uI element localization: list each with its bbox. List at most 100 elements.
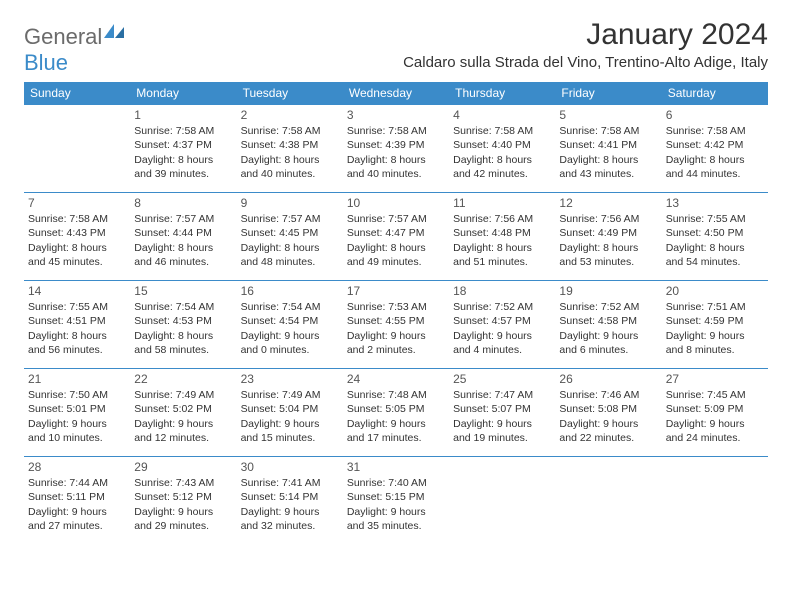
day-info-line: Sunset: 4:43 PM xyxy=(28,226,126,240)
day-info-line: Daylight: 8 hours and 43 minutes. xyxy=(559,153,657,181)
calendar-day-cell: 9Sunrise: 7:57 AMSunset: 4:45 PMDaylight… xyxy=(237,193,343,281)
day-info-line: Daylight: 8 hours and 45 minutes. xyxy=(28,241,126,269)
day-info-line: Sunrise: 7:58 AM xyxy=(241,124,339,138)
calendar-day-cell: 3Sunrise: 7:58 AMSunset: 4:39 PMDaylight… xyxy=(343,105,449,193)
day-info-line: Daylight: 9 hours and 0 minutes. xyxy=(241,329,339,357)
day-info-line: Sunset: 4:51 PM xyxy=(28,314,126,328)
day-info-line: Sunset: 4:44 PM xyxy=(134,226,232,240)
day-info-line: Sunrise: 7:49 AM xyxy=(134,388,232,402)
day-number: 13 xyxy=(666,195,764,211)
day-info-line: Sunset: 4:42 PM xyxy=(666,138,764,152)
day-info-line: Daylight: 8 hours and 51 minutes. xyxy=(453,241,551,269)
day-info-line: Sunset: 4:41 PM xyxy=(559,138,657,152)
day-info-line: Sunrise: 7:58 AM xyxy=(666,124,764,138)
day-info-line: Sunrise: 7:57 AM xyxy=(241,212,339,226)
day-info-line: Daylight: 8 hours and 40 minutes. xyxy=(347,153,445,181)
day-info-line: Sunrise: 7:41 AM xyxy=(241,476,339,490)
day-info-line: Sunset: 4:37 PM xyxy=(134,138,232,152)
day-info-line: Sunset: 4:40 PM xyxy=(453,138,551,152)
day-info-line: Sunset: 5:04 PM xyxy=(241,402,339,416)
month-title: January 2024 xyxy=(403,18,768,52)
calendar-day-cell: 5Sunrise: 7:58 AMSunset: 4:41 PMDaylight… xyxy=(555,105,661,193)
day-header: Saturday xyxy=(662,82,768,105)
calendar-day-cell: 12Sunrise: 7:56 AMSunset: 4:49 PMDayligh… xyxy=(555,193,661,281)
day-info-line: Sunrise: 7:52 AM xyxy=(453,300,551,314)
day-info-line: Daylight: 8 hours and 49 minutes. xyxy=(347,241,445,269)
calendar-page: General Blue January 2024 Caldaro sulla … xyxy=(0,0,792,563)
day-info-line: Sunrise: 7:58 AM xyxy=(134,124,232,138)
day-info-line: Sunrise: 7:43 AM xyxy=(134,476,232,490)
day-header: Friday xyxy=(555,82,661,105)
day-info-line: Daylight: 9 hours and 10 minutes. xyxy=(28,417,126,445)
logo-text: General Blue xyxy=(24,24,126,76)
calendar-day-cell: 11Sunrise: 7:56 AMSunset: 4:48 PMDayligh… xyxy=(449,193,555,281)
day-info-line: Sunrise: 7:44 AM xyxy=(28,476,126,490)
day-info-line: Daylight: 9 hours and 4 minutes. xyxy=(453,329,551,357)
day-number: 12 xyxy=(559,195,657,211)
day-info-line: Sunset: 5:15 PM xyxy=(347,490,445,504)
day-info-line: Sunrise: 7:58 AM xyxy=(559,124,657,138)
calendar-day-cell: 17Sunrise: 7:53 AMSunset: 4:55 PMDayligh… xyxy=(343,281,449,369)
calendar-body: 1Sunrise: 7:58 AMSunset: 4:37 PMDaylight… xyxy=(24,105,768,545)
day-info-line: Daylight: 8 hours and 48 minutes. xyxy=(241,241,339,269)
calendar-day-cell: 23Sunrise: 7:49 AMSunset: 5:04 PMDayligh… xyxy=(237,369,343,457)
day-number: 17 xyxy=(347,283,445,299)
day-info-line: Sunset: 4:54 PM xyxy=(241,314,339,328)
day-info-line: Sunset: 5:05 PM xyxy=(347,402,445,416)
day-info-line: Sunset: 5:11 PM xyxy=(28,490,126,504)
logo-part1: General xyxy=(24,24,102,49)
day-header: Wednesday xyxy=(343,82,449,105)
day-number: 24 xyxy=(347,371,445,387)
day-number: 25 xyxy=(453,371,551,387)
calendar-day-cell: 10Sunrise: 7:57 AMSunset: 4:47 PMDayligh… xyxy=(343,193,449,281)
day-info-line: Daylight: 8 hours and 53 minutes. xyxy=(559,241,657,269)
day-info-line: Sunrise: 7:52 AM xyxy=(559,300,657,314)
day-info-line: Sunrise: 7:45 AM xyxy=(666,388,764,402)
day-info-line: Sunset: 4:59 PM xyxy=(666,314,764,328)
calendar-day-cell: 25Sunrise: 7:47 AMSunset: 5:07 PMDayligh… xyxy=(449,369,555,457)
page-header: General Blue January 2024 Caldaro sulla … xyxy=(24,18,768,76)
day-info-line: Sunset: 5:07 PM xyxy=(453,402,551,416)
day-info-line: Daylight: 9 hours and 12 minutes. xyxy=(134,417,232,445)
day-header: Monday xyxy=(130,82,236,105)
day-info-line: Sunrise: 7:56 AM xyxy=(453,212,551,226)
logo-sail-icon xyxy=(104,24,126,45)
calendar-day-cell: 29Sunrise: 7:43 AMSunset: 5:12 PMDayligh… xyxy=(130,457,236,545)
day-info-line: Daylight: 9 hours and 22 minutes. xyxy=(559,417,657,445)
day-info-line: Sunset: 4:55 PM xyxy=(347,314,445,328)
day-info-line: Sunset: 5:09 PM xyxy=(666,402,764,416)
day-info-line: Daylight: 9 hours and 32 minutes. xyxy=(241,505,339,533)
day-info-line: Sunrise: 7:56 AM xyxy=(559,212,657,226)
day-info-line: Daylight: 8 hours and 46 minutes. xyxy=(134,241,232,269)
day-info-line: Sunset: 5:14 PM xyxy=(241,490,339,504)
day-number: 1 xyxy=(134,107,232,123)
day-info-line: Sunrise: 7:57 AM xyxy=(134,212,232,226)
calendar-day-cell: 31Sunrise: 7:40 AMSunset: 5:15 PMDayligh… xyxy=(343,457,449,545)
calendar-day-cell: 1Sunrise: 7:58 AMSunset: 4:37 PMDaylight… xyxy=(130,105,236,193)
day-info-line: Daylight: 9 hours and 17 minutes. xyxy=(347,417,445,445)
day-number: 16 xyxy=(241,283,339,299)
day-info-line: Sunset: 4:47 PM xyxy=(347,226,445,240)
day-info-line: Sunset: 4:57 PM xyxy=(453,314,551,328)
day-number: 2 xyxy=(241,107,339,123)
calendar-day-cell xyxy=(24,105,130,193)
calendar-day-cell: 16Sunrise: 7:54 AMSunset: 4:54 PMDayligh… xyxy=(237,281,343,369)
day-info-line: Sunrise: 7:55 AM xyxy=(28,300,126,314)
logo: General Blue xyxy=(24,18,126,76)
day-info-line: Sunrise: 7:58 AM xyxy=(347,124,445,138)
calendar-day-cell xyxy=(555,457,661,545)
day-number: 18 xyxy=(453,283,551,299)
day-info-line: Sunset: 4:58 PM xyxy=(559,314,657,328)
location-subtitle: Caldaro sulla Strada del Vino, Trentino-… xyxy=(403,54,768,71)
day-info-line: Daylight: 8 hours and 56 minutes. xyxy=(28,329,126,357)
day-info-line: Sunset: 4:48 PM xyxy=(453,226,551,240)
day-number: 27 xyxy=(666,371,764,387)
day-number: 19 xyxy=(559,283,657,299)
calendar-day-cell: 28Sunrise: 7:44 AMSunset: 5:11 PMDayligh… xyxy=(24,457,130,545)
calendar-week-row: 21Sunrise: 7:50 AMSunset: 5:01 PMDayligh… xyxy=(24,369,768,457)
day-info-line: Sunrise: 7:55 AM xyxy=(666,212,764,226)
day-info-line: Daylight: 8 hours and 42 minutes. xyxy=(453,153,551,181)
day-info-line: Daylight: 9 hours and 29 minutes. xyxy=(134,505,232,533)
day-info-line: Sunrise: 7:40 AM xyxy=(347,476,445,490)
day-info-line: Sunset: 4:38 PM xyxy=(241,138,339,152)
